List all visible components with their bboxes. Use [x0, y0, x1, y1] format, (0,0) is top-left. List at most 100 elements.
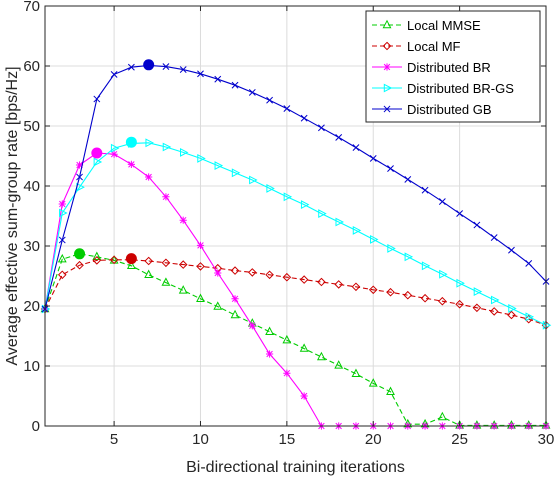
y-tick-label: 30: [23, 238, 40, 255]
data-point: [57, 270, 67, 280]
data-point: [370, 234, 379, 244]
x-axis-title: Bi-directional training iterations: [186, 459, 405, 476]
data-point: [214, 161, 224, 171]
data-point: [316, 351, 326, 361]
series-line: [44, 64, 547, 310]
data-point: [58, 236, 66, 244]
data-point: [283, 369, 291, 377]
data-point: [368, 378, 378, 387]
data-point: [144, 269, 154, 278]
data-point: [180, 147, 189, 157]
data-point: [404, 175, 412, 183]
data-point: [542, 320, 552, 330]
data-point: [92, 256, 102, 265]
data-point: [438, 296, 447, 306]
data-point: [59, 208, 68, 218]
data-point: [109, 255, 119, 265]
data-point: [421, 261, 431, 271]
data-point: [161, 277, 171, 286]
data-point: [473, 221, 481, 229]
data-point: [472, 303, 482, 313]
data-point: [196, 241, 205, 249]
data-point: [179, 66, 187, 74]
data-point: [266, 183, 275, 193]
data-point: [75, 161, 84, 169]
data-point: [300, 200, 310, 210]
series-line: [44, 253, 546, 426]
legend-marker: [383, 105, 391, 113]
data-point: [282, 334, 292, 344]
data-point: [231, 81, 239, 89]
data-point: [386, 386, 395, 395]
data-point: [265, 326, 275, 335]
peak-dot: [125, 136, 137, 148]
data-point: [197, 70, 204, 78]
x-tick-label: 10: [192, 431, 209, 448]
y-tick-label: 50: [23, 118, 40, 135]
data-point: [489, 307, 499, 316]
data-point: [334, 280, 343, 289]
data-point: [335, 217, 344, 227]
y-tick-label: 20: [23, 298, 40, 315]
legend-label: Distributed BR: [407, 60, 491, 75]
x-tick-label: 30: [538, 431, 555, 448]
data-point: [178, 285, 188, 294]
data-point: [230, 309, 240, 319]
data-point: [231, 295, 239, 303]
data-point: [335, 133, 343, 141]
peak-dot: [125, 253, 137, 265]
data-point: [317, 277, 326, 287]
data-point: [508, 303, 517, 313]
data-point: [421, 186, 429, 194]
data-point: [249, 175, 258, 185]
data-point: [110, 70, 118, 78]
data-point: [507, 310, 516, 320]
x-tick-label: 20: [365, 431, 382, 448]
data-point: [386, 287, 395, 297]
y-tick-label: 10: [23, 358, 40, 375]
data-point: [266, 96, 273, 104]
series-distributed-gb: [41, 61, 550, 313]
legend-label: Distributed BR-GS: [407, 81, 514, 96]
legend-marker: [382, 41, 392, 51]
data-point: [196, 262, 205, 271]
data-point: [248, 88, 256, 96]
data-point: [231, 168, 241, 178]
x-tick-label: 25: [451, 431, 468, 448]
data-point: [352, 144, 360, 152]
data-point: [283, 192, 293, 202]
data-point: [334, 360, 344, 369]
legend-marker: [382, 19, 392, 29]
x-tick-label: 5: [110, 431, 118, 448]
data-point: [58, 200, 66, 208]
y-tick-label: 40: [23, 178, 40, 195]
y-tick-label: 60: [23, 58, 40, 75]
data-point: [300, 114, 308, 122]
data-point: [248, 268, 257, 277]
data-point: [490, 295, 500, 305]
data-point: [300, 392, 308, 400]
peak-markers: [74, 59, 155, 265]
data-point: [318, 124, 325, 132]
data-point: [456, 278, 465, 288]
data-point: [525, 312, 535, 322]
data-point: [508, 246, 515, 254]
data-point: [127, 63, 135, 71]
data-point: [439, 269, 448, 279]
data-point: [387, 165, 394, 173]
data-point: [110, 143, 120, 153]
peak-dot: [143, 59, 155, 71]
data-point: [213, 301, 223, 310]
data-point: [93, 95, 101, 103]
data-point: [351, 368, 361, 377]
data-point: [197, 153, 206, 163]
data-point: [162, 142, 172, 152]
data-point: [92, 251, 102, 260]
data-point: [265, 350, 274, 358]
data-point: [145, 173, 153, 181]
data-point: [282, 272, 292, 282]
data-point: [438, 198, 446, 206]
peak-dot: [74, 248, 86, 260]
data-point: [403, 290, 413, 300]
